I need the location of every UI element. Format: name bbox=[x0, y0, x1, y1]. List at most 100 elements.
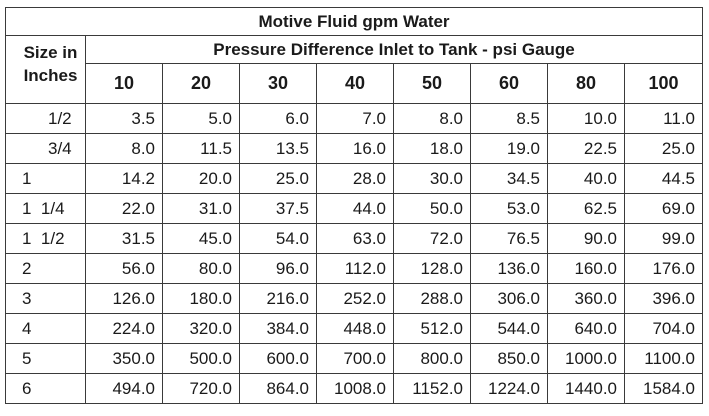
flow-value-cell: 76.5 bbox=[470, 223, 548, 254]
flow-value-cell: 494.0 bbox=[85, 373, 163, 404]
pressure-column-header: 80 bbox=[547, 63, 625, 104]
table-row: 1/2 3.5 5.0 6.0 7.0 8.0 8.5 10.0 11.0 bbox=[5, 103, 703, 134]
flow-value-cell: 252.0 bbox=[316, 283, 394, 314]
table-row: 5 350.0 500.0 600.0 700.0 800.0 850.0 1000.0 110… bbox=[5, 343, 703, 374]
pressure-column-header: 10 bbox=[85, 63, 163, 104]
flow-value-cell: 96.0 bbox=[239, 253, 317, 284]
flow-value-cell: 800.0 bbox=[393, 343, 471, 374]
flow-value-cell: 1224.0 bbox=[470, 373, 548, 404]
table-row: 6 494.0 720.0 864.0 1008.0 1152.0 1224.0 1440.0… bbox=[5, 373, 703, 404]
flow-value-cell: 1584.0 bbox=[624, 373, 703, 404]
flow-value-cell: 22.0 bbox=[85, 193, 163, 224]
size-cell: 4 bbox=[5, 313, 86, 344]
flow-value-cell: 20.0 bbox=[162, 163, 240, 194]
flow-value-cell: 56.0 bbox=[85, 253, 163, 284]
flow-value-cell: 512.0 bbox=[393, 313, 471, 344]
flow-value-cell: 50.0 bbox=[393, 193, 471, 224]
flow-value-cell: 396.0 bbox=[624, 283, 703, 314]
flow-value-cell: 600.0 bbox=[239, 343, 317, 374]
flow-value-cell: 44.0 bbox=[316, 193, 394, 224]
flow-value-cell: 80.0 bbox=[162, 253, 240, 284]
flow-value-cell: 62.5 bbox=[547, 193, 625, 224]
flow-value-cell: 3.5 bbox=[85, 103, 163, 134]
flow-value-cell: 1440.0 bbox=[547, 373, 625, 404]
flow-value-cell: 320.0 bbox=[162, 313, 240, 344]
flow-value-cell: 31.5 bbox=[85, 223, 163, 254]
flow-value-cell: 180.0 bbox=[162, 283, 240, 314]
pressure-column-header: 100 bbox=[624, 63, 703, 104]
pressure-column-header: 40 bbox=[316, 63, 394, 104]
size-cell: 1 bbox=[5, 163, 86, 194]
pressure-column-header: 60 bbox=[470, 63, 548, 104]
flow-value-cell: 126.0 bbox=[85, 283, 163, 314]
pressure-difference-header: Pressure Difference Inlet to Tank - psi … bbox=[85, 35, 703, 64]
flow-value-cell: 13.5 bbox=[239, 133, 317, 164]
table-row: 1 1/2 31.5 45.0 54.0 63.0 72.0 76.5 90.0 99.0 bbox=[5, 223, 703, 254]
size-header-line2: Inches bbox=[23, 66, 78, 85]
size-cell: 6 bbox=[5, 373, 86, 404]
flow-value-cell: 30.0 bbox=[393, 163, 471, 194]
flow-value-cell: 1000.0 bbox=[547, 343, 625, 374]
flow-value-cell: 37.5 bbox=[239, 193, 317, 224]
pressure-column-header: 50 bbox=[393, 63, 471, 104]
flow-value-cell: 8.0 bbox=[393, 103, 471, 134]
size-cell: 1 1/4 bbox=[5, 193, 86, 224]
flow-value-cell: 160.0 bbox=[547, 253, 625, 284]
size-cell: 1 1/2 bbox=[5, 223, 86, 254]
flow-value-cell: 864.0 bbox=[239, 373, 317, 404]
flow-value-cell: 850.0 bbox=[470, 343, 548, 374]
flow-value-cell: 544.0 bbox=[470, 313, 548, 344]
flow-value-cell: 448.0 bbox=[316, 313, 394, 344]
flow-value-cell: 69.0 bbox=[624, 193, 703, 224]
flow-value-cell: 128.0 bbox=[393, 253, 471, 284]
flow-value-cell: 45.0 bbox=[162, 223, 240, 254]
flow-value-cell: 31.0 bbox=[162, 193, 240, 224]
size-cell: 5 bbox=[5, 343, 86, 374]
table-title: Motive Fluid gpm Water bbox=[5, 7, 703, 36]
table-row: 3 126.0 180.0 216.0 252.0 288.0 306.0 360.0 396.… bbox=[5, 283, 703, 314]
flow-value-cell: 40.0 bbox=[547, 163, 625, 194]
flow-value-cell: 720.0 bbox=[162, 373, 240, 404]
flow-value-cell: 14.2 bbox=[85, 163, 163, 194]
flow-value-cell: 1008.0 bbox=[316, 373, 394, 404]
pressure-column-header: 30 bbox=[239, 63, 317, 104]
flow-value-cell: 8.5 bbox=[470, 103, 548, 134]
flow-value-cell: 90.0 bbox=[547, 223, 625, 254]
size-cell: 1/2 bbox=[5, 103, 86, 134]
flow-value-cell: 25.0 bbox=[239, 163, 317, 194]
flow-value-cell: 63.0 bbox=[316, 223, 394, 254]
table-row: 3/4 8.0 11.5 13.5 16.0 18.0 19.0 22.5 25.0 bbox=[5, 133, 703, 164]
flow-value-cell: 350.0 bbox=[85, 343, 163, 374]
flow-value-cell: 22.5 bbox=[547, 133, 625, 164]
flow-value-cell: 384.0 bbox=[239, 313, 317, 344]
flow-value-cell: 19.0 bbox=[470, 133, 548, 164]
flow-value-cell: 176.0 bbox=[624, 253, 703, 284]
flow-value-cell: 54.0 bbox=[239, 223, 317, 254]
size-cell: 3 bbox=[5, 283, 86, 314]
size-cell: 2 bbox=[5, 253, 86, 284]
flow-value-cell: 10.0 bbox=[547, 103, 625, 134]
table-row: 1 1/4 22.0 31.0 37.5 44.0 50.0 53.0 62.5 69.0 bbox=[5, 193, 703, 224]
flow-value-cell: 216.0 bbox=[239, 283, 317, 314]
flow-value-cell: 112.0 bbox=[316, 253, 394, 284]
pressure-column-header: 20 bbox=[162, 63, 240, 104]
flow-value-cell: 5.0 bbox=[162, 103, 240, 134]
flow-value-cell: 53.0 bbox=[470, 193, 548, 224]
flow-value-cell: 1100.0 bbox=[624, 343, 703, 374]
flow-value-cell: 288.0 bbox=[393, 283, 471, 314]
table-row: 2 56.0 80.0 96.0 112.0 128.0 136.0 160.0 176.0 bbox=[5, 253, 703, 284]
flow-value-cell: 6.0 bbox=[239, 103, 317, 134]
flow-value-cell: 11.5 bbox=[162, 133, 240, 164]
flow-value-cell: 700.0 bbox=[316, 343, 394, 374]
flow-value-cell: 360.0 bbox=[547, 283, 625, 314]
flow-value-cell: 16.0 bbox=[316, 133, 394, 164]
size-cell: 3/4 bbox=[5, 133, 86, 164]
flow-value-cell: 500.0 bbox=[162, 343, 240, 374]
flow-value-cell: 704.0 bbox=[624, 313, 703, 344]
size-column-header: Size in Inches bbox=[5, 35, 86, 104]
flow-value-cell: 18.0 bbox=[393, 133, 471, 164]
table-row: 1 14.2 20.0 25.0 28.0 30.0 34.5 40.0 44.5 bbox=[5, 163, 703, 194]
flow-value-cell: 34.5 bbox=[470, 163, 548, 194]
flow-value-cell: 44.5 bbox=[624, 163, 703, 194]
flow-value-cell: 640.0 bbox=[547, 313, 625, 344]
